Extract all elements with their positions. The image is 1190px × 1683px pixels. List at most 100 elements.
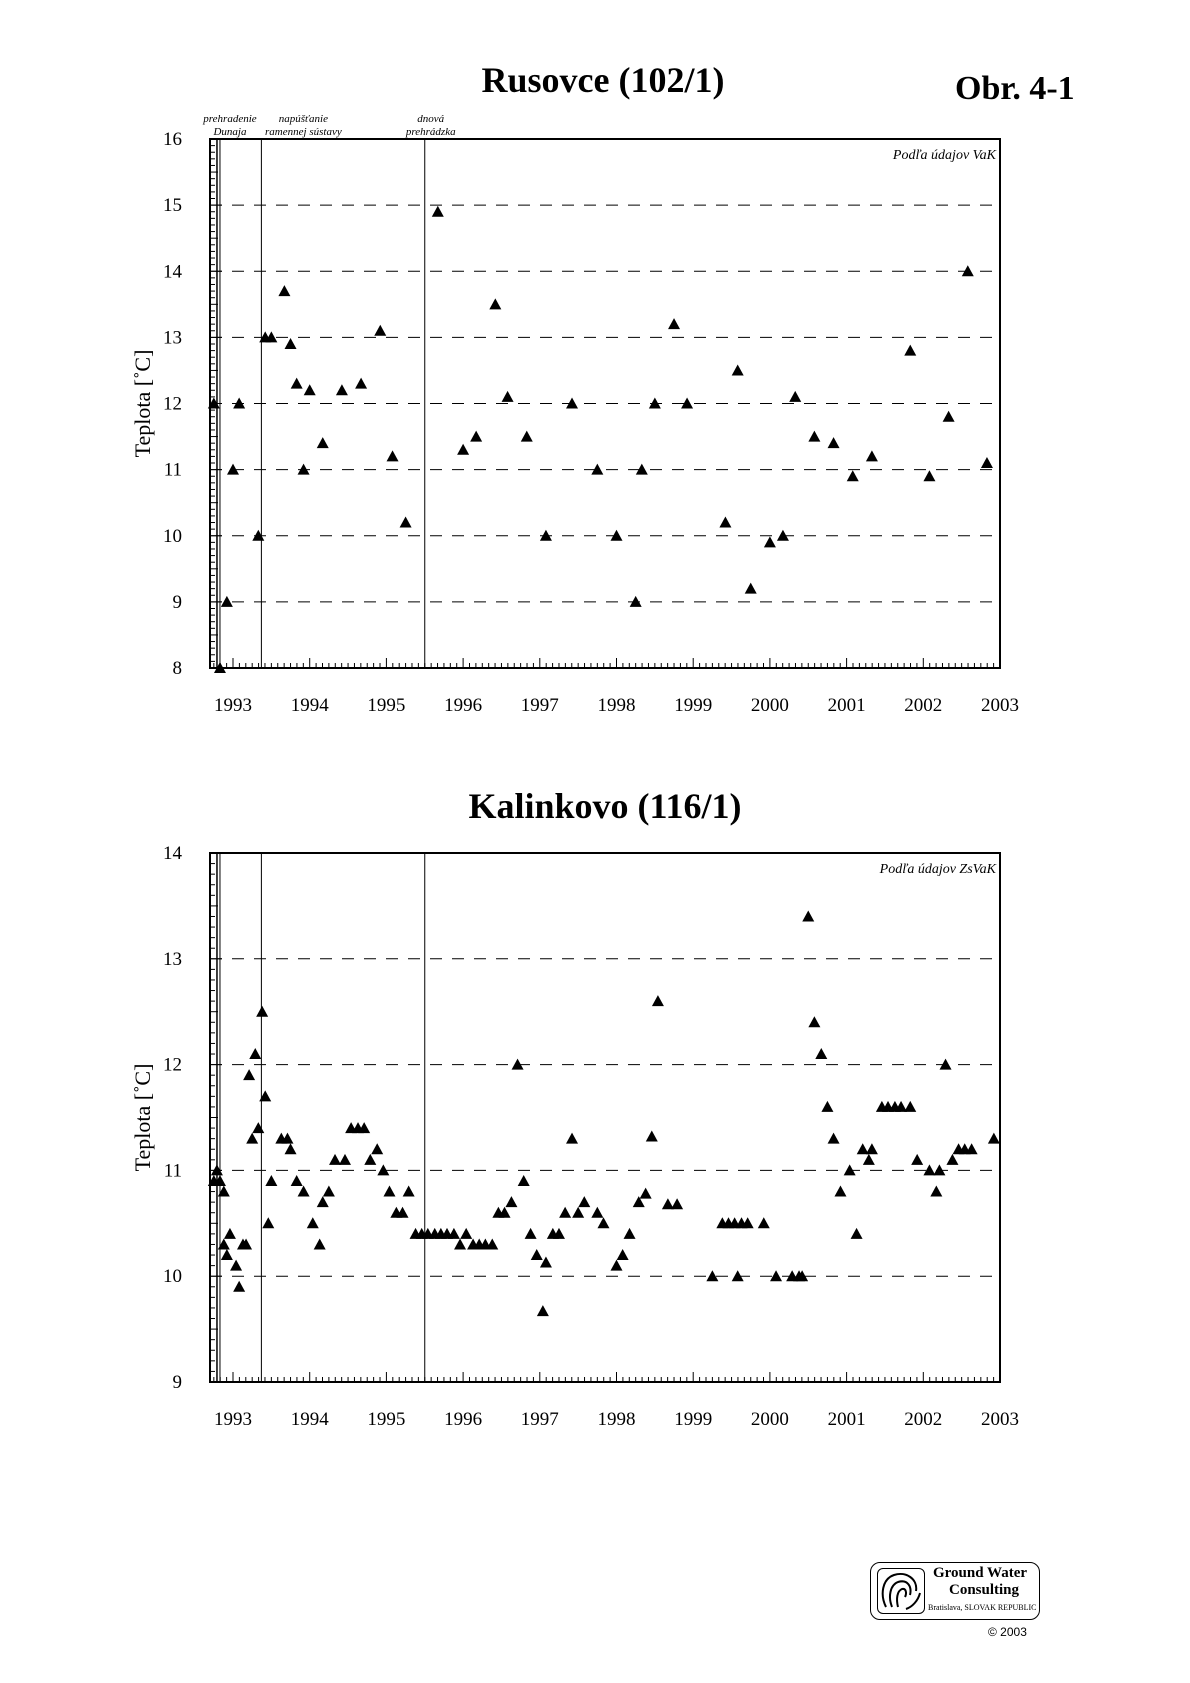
- figure-label: Obr. 4-1: [955, 70, 1075, 107]
- kalinkovo-data-point: [616, 1249, 629, 1261]
- kalinkovo-x-tick-label: 1995: [367, 1409, 405, 1430]
- rusovce-data-point: [386, 450, 399, 462]
- kalinkovo-data-point: [454, 1238, 467, 1250]
- rusovce-x-tick-label: 2000: [751, 695, 789, 716]
- kalinkovo-data-point: [262, 1217, 275, 1229]
- rusovce-data-point: [233, 397, 246, 409]
- kalinkovo-data-point: [821, 1100, 834, 1112]
- kalinkovo-data-point: [281, 1132, 294, 1144]
- kalinkovo-data-point: [217, 1185, 230, 1197]
- kalinkovo-data-point: [591, 1206, 604, 1218]
- kalinkovo-y-tick-label: 11: [164, 1160, 182, 1181]
- rusovce-data-point: [213, 662, 226, 673]
- rusovce-data-point: [961, 265, 974, 277]
- logo-text-line3: Bratislava, SLOVAK REPUBLIC: [928, 1603, 1037, 1612]
- kalinkovo-data-point: [757, 1217, 770, 1229]
- kalinkovo-data-point: [597, 1217, 610, 1229]
- kalinkovo-x-tick-label: 1996: [444, 1409, 482, 1430]
- kalinkovo-data-point: [259, 1090, 272, 1102]
- kalinkovo-data-point: [706, 1270, 719, 1282]
- rusovce-x-tick-label: 2003: [981, 695, 1019, 716]
- kalinkovo-x-tick-label: 1998: [598, 1409, 636, 1430]
- kalinkovo-data-point: [930, 1185, 943, 1197]
- kalinkovo-data-point: [371, 1143, 384, 1155]
- rusovce-data-point: [284, 337, 297, 349]
- rusovce-y-tick-label: 12: [163, 394, 182, 415]
- kalinkovo-data-point: [731, 1270, 744, 1282]
- kalinkovo-data-point: [498, 1206, 511, 1218]
- rusovce-data-point: [316, 437, 329, 449]
- rusovce-data-point: [635, 463, 648, 475]
- logo-text-line1: Ground Water: [933, 1565, 1028, 1581]
- kalinkovo-data-point: [402, 1185, 415, 1197]
- kalinkovo-y-tick-label: 13: [163, 949, 182, 970]
- kalinkovo-data-point: [536, 1305, 549, 1317]
- kalinkovo-data-point: [223, 1227, 236, 1239]
- rusovce-y-axis-label: Teplota [˚C]: [130, 350, 155, 458]
- kalinkovo-data-point: [578, 1196, 591, 1208]
- kalinkovo-data-point: [486, 1238, 499, 1250]
- rusovce-data-point: [865, 450, 878, 462]
- rusovce-y-tick-label: 15: [163, 195, 182, 216]
- rusovce-chart-title: Rusovce (102/1): [482, 60, 725, 100]
- rusovce-data-point: [457, 443, 470, 455]
- logo-text-line2: Consulting: [949, 1582, 1020, 1598]
- kalinkovo-data-point: [808, 1016, 821, 1028]
- rusovce-data-point: [668, 318, 681, 330]
- kalinkovo-x-tick-label: 1994: [291, 1409, 330, 1430]
- rusovce-y-tick-label: 13: [163, 327, 182, 348]
- rusovce-event-label: ramennej sústavy: [265, 126, 342, 138]
- rusovce-data-point: [297, 463, 310, 475]
- kalinkovo-data-point: [530, 1249, 543, 1261]
- kalinkovo-data-point: [939, 1058, 952, 1070]
- rusovce-data-point: [731, 364, 744, 376]
- rusovce-data-point: [431, 205, 444, 217]
- kalinkovo-data-point: [322, 1185, 335, 1197]
- rusovce-x-tick-label: 1994: [291, 695, 330, 716]
- kalinkovo-data-point: [284, 1143, 297, 1155]
- kalinkovo-data-point: [524, 1227, 537, 1239]
- rusovce-data-point: [501, 390, 514, 402]
- kalinkovo-data-point: [220, 1249, 233, 1261]
- kalinkovo-data-point: [623, 1227, 636, 1239]
- kalinkovo-data-point: [651, 995, 664, 1007]
- kalinkovo-y-axis-label: Teplota [˚C]: [130, 1064, 155, 1172]
- kalinkovo-data-point: [213, 1174, 226, 1186]
- rusovce-data-point: [648, 397, 661, 409]
- kalinkovo-data-point: [210, 1164, 223, 1176]
- rusovce-event-label: prehrádzka: [405, 126, 456, 138]
- kalinkovo-data-point: [447, 1227, 460, 1239]
- rusovce-data-point: [776, 529, 789, 541]
- kalinkovo-plot-frame: [209, 852, 1001, 1383]
- rusovce-data-point: [681, 397, 694, 409]
- kalinkovo-y-tick-label: 10: [163, 1266, 182, 1287]
- rusovce-y-tick-label: 9: [173, 592, 183, 613]
- rusovce-event-label: Dunaja: [212, 126, 247, 138]
- kalinkovo-data-point: [770, 1270, 783, 1282]
- kalinkovo-data-point: [246, 1132, 259, 1144]
- kalinkovo-y-tick-label: 12: [163, 1055, 182, 1076]
- logo-mark-icon: [877, 1568, 925, 1614]
- kalinkovo-data-point: [517, 1174, 530, 1186]
- kalinkovo-data-point: [865, 1143, 878, 1155]
- kalinkovo-data-point: [230, 1259, 243, 1271]
- kalinkovo-data-point: [233, 1280, 246, 1292]
- rusovce-data-point: [303, 384, 316, 396]
- kalinkovo-data-point: [313, 1238, 326, 1250]
- rusovce-data-point: [808, 430, 821, 442]
- kalinkovo-data-point: [632, 1196, 645, 1208]
- rusovce-x-tick-label: 2001: [828, 695, 866, 716]
- kalinkovo-data-point: [834, 1185, 847, 1197]
- rusovce-data-point: [744, 582, 757, 594]
- rusovce-data-point: [942, 410, 955, 422]
- kalinkovo-data-point: [290, 1174, 303, 1186]
- kalinkovo-data-point: [377, 1164, 390, 1176]
- rusovce-data-point: [355, 377, 368, 389]
- rusovce-data-point: [719, 516, 732, 528]
- kalinkovo-data-point: [566, 1132, 579, 1144]
- rusovce-data-point: [207, 397, 220, 409]
- rusovce-source-note: Podľa údajov VaK: [892, 148, 997, 163]
- kalinkovo-data-point: [741, 1217, 754, 1229]
- kalinkovo-data-point: [827, 1132, 840, 1144]
